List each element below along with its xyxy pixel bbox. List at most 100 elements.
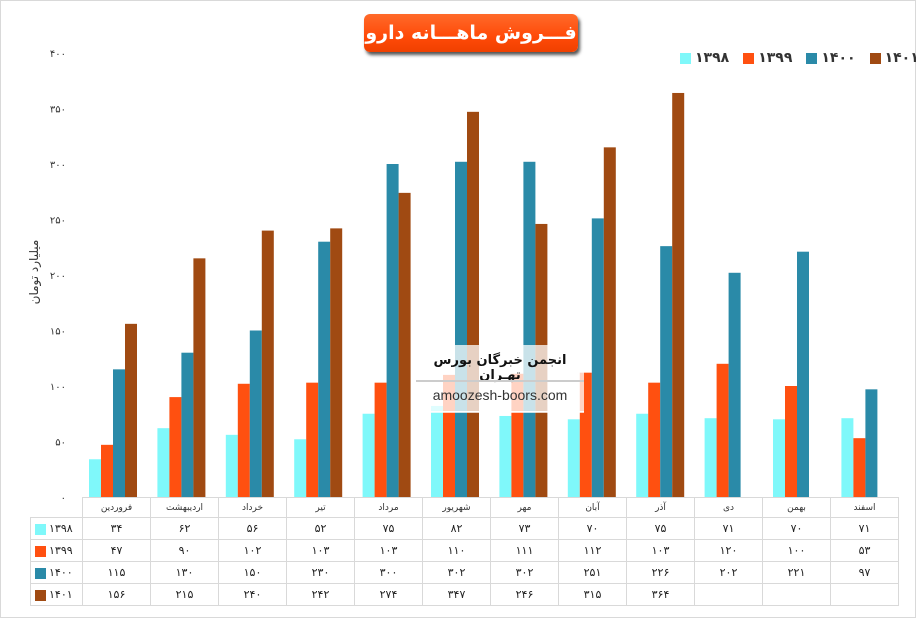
data-label: ۷۱	[694, 517, 763, 540]
data-label: ۱۲۰	[694, 539, 763, 562]
data-label: ۲۴۰	[218, 583, 287, 606]
data-label: ۳۰۲	[490, 561, 559, 584]
data-label: ۷۳	[490, 517, 559, 540]
series-label: ۱۴۰۰	[30, 561, 83, 584]
series-label: ۱۳۹۸	[30, 517, 83, 540]
data-label: ۳۰۲	[422, 561, 491, 584]
legend-swatch	[869, 52, 881, 64]
series-name: ۱۳۹۸	[49, 522, 73, 535]
data-label: ۴۷	[82, 539, 151, 562]
bar-1-10	[785, 386, 797, 497]
bar-3-5	[467, 111, 479, 497]
bar-2-1	[181, 352, 194, 497]
data-label: ۱۳۰	[150, 561, 219, 584]
x-tick-label: خرداد	[218, 497, 287, 518]
watermark-url: amoozesh-boors.com	[432, 387, 568, 403]
data-label	[762, 583, 831, 606]
bar-3-4	[398, 192, 411, 498]
data-label: ۳۱۵	[558, 583, 627, 606]
data-label: ۱۱۰	[422, 539, 491, 562]
legend-label: ۱۳۹۸	[695, 50, 730, 66]
data-label: ۲۵۱	[558, 561, 627, 584]
series-name: ۱۴۰۰	[49, 566, 73, 579]
data-label: ۱۱۱	[490, 539, 559, 562]
data-label: ۱۵۶	[82, 583, 151, 606]
bar-0-5	[431, 405, 443, 497]
bar-0-6	[499, 415, 512, 497]
data-label: ۳۶۴	[626, 583, 695, 606]
data-label: ۷۵	[354, 517, 423, 540]
data-label: ۳۴	[82, 517, 151, 540]
data-label: ۲۰۲	[694, 561, 763, 584]
bar-1-2	[237, 383, 250, 497]
bar-0-7	[567, 419, 580, 497]
data-label: ۲۳۰	[286, 561, 355, 584]
legend-swatch	[35, 567, 46, 579]
data-label: ۷۱	[830, 517, 899, 540]
legend-label: ۱۴۰۱	[884, 50, 916, 66]
bar-3-8	[672, 92, 685, 498]
bar-2-3	[318, 241, 331, 497]
bar-0-4	[362, 413, 375, 497]
data-label: ۷۰	[558, 517, 627, 540]
table-row: ۱۴۰۱ ۱۵۶ ۲۱۵ ۲۴۰ ۲۴۲ ۲۷۴ ۳۴۷ ۲۴۶ ۳۱۵ ۳۶۴	[30, 583, 899, 606]
legend-label: ۱۴۰۰	[821, 50, 856, 66]
legend-swatch	[35, 589, 46, 601]
watermark-title: انجمن خبرگان بورس تهـران	[433, 353, 567, 383]
data-label: ۸۲	[422, 517, 491, 540]
data-label: ۷۰	[762, 517, 831, 540]
bar-1-11	[853, 438, 866, 497]
legend-item: ۱۳۹۹	[743, 50, 792, 66]
bar-1-3	[306, 382, 319, 497]
data-label	[830, 583, 899, 606]
legend-item: ۱۴۰۱	[869, 50, 916, 66]
x-tick-label: آذر	[626, 497, 695, 518]
x-tick-label: اسفند	[830, 497, 899, 518]
bar-2-7	[591, 218, 604, 497]
table-header-row: فروردین اردیبهشت خرداد تیر مرداد شهریور مهر آبا…	[31, 497, 899, 518]
y-tick-label: ۴۰۰	[50, 49, 66, 60]
data-label: ۲۲۱	[762, 561, 831, 584]
data-label: ۱۵۰	[218, 561, 287, 584]
y-tick-label: ۱۵۰	[50, 327, 66, 338]
divider	[416, 380, 584, 382]
x-tick-label: تیر	[286, 497, 355, 518]
x-tick-label: اردیبهشت	[150, 497, 219, 518]
data-label: ۱۰۳	[354, 539, 423, 562]
bar-2-0	[113, 369, 125, 497]
bar-2-8	[660, 246, 673, 497]
y-tick-label: ۲۵۰	[50, 216, 66, 227]
y-tick-label: ۳۵۰	[50, 105, 66, 116]
bar-0-8	[636, 413, 649, 497]
bar-2-9	[728, 272, 741, 497]
x-tick-label: دی	[694, 497, 763, 518]
bar-1-4	[374, 382, 387, 497]
table-row: ۱۳۹۸ ۳۴ ۶۲ ۵۶ ۵۲ ۷۵ ۸۲ ۷۳ ۷۰ ۷۵ ۷۱ ۷۰ ۷۱	[30, 517, 899, 540]
data-label: ۱۱۲	[558, 539, 627, 562]
bar-1-9	[716, 363, 729, 497]
x-tick-label: مهر	[490, 497, 559, 518]
divider	[416, 411, 584, 412]
data-label: ۶۲	[150, 517, 219, 540]
y-tick-label: ۰	[61, 493, 66, 504]
y-tick-label: ۵۰	[55, 438, 66, 449]
bar-3-0	[125, 323, 137, 497]
bar-0-10	[773, 419, 785, 497]
watermark: انجمن خبرگان بورس تهـران amoozesh-boors.…	[416, 345, 584, 413]
bar-3-3	[330, 228, 343, 497]
chart-title: فـــروش ماهـــانه دارو	[364, 14, 578, 52]
data-label: ۲۷۴	[354, 583, 423, 606]
data-label: ۳۰۰	[354, 561, 423, 584]
data-label: ۳۴۷	[422, 583, 491, 606]
data-label: ۱۰۰	[762, 539, 831, 562]
x-tick-label: مرداد	[354, 497, 423, 518]
data-label: ۵۲	[286, 517, 355, 540]
data-table: فروردین اردیبهشت خرداد تیر مرداد شهریور مهر آبا…	[30, 497, 899, 606]
x-tick-label: فروردین	[82, 497, 151, 518]
bar-2-4	[386, 164, 399, 497]
legend-item: ۱۴۰۰	[806, 50, 856, 66]
legend-swatch	[35, 523, 46, 535]
table-corner	[31, 498, 83, 518]
legend-swatch	[743, 52, 755, 64]
y-tick-label: ۲۰۰	[50, 271, 66, 282]
